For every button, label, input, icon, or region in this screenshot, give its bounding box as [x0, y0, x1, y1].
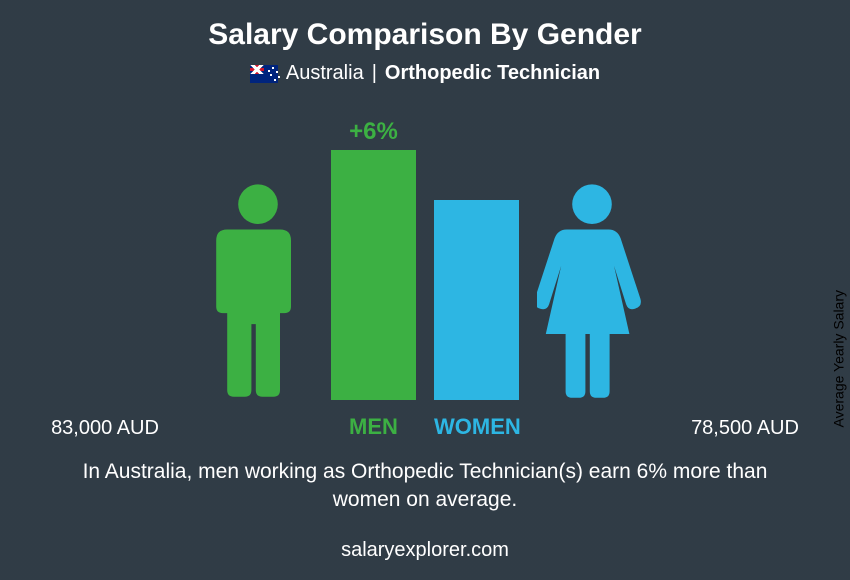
men-bar-wrap: +6% [331, 150, 416, 400]
woman-icon [537, 180, 647, 400]
man-icon [203, 180, 313, 400]
country-label: Australia [286, 62, 364, 85]
chart-row: . +6% . [0, 150, 850, 400]
women-label: WOMEN [434, 414, 519, 440]
men-bar [331, 150, 416, 400]
bottom-labels: 83,000 AUD MEN WOMEN 78,500 AUD [0, 414, 850, 440]
women-salary: 78,500 AUD [665, 417, 825, 440]
subtitle-separator: | [372, 62, 377, 85]
description-text: In Australia, men working as Orthopedic … [0, 440, 850, 515]
page-title: Salary Comparison By Gender [0, 0, 850, 52]
yaxis-label: Average Yearly Salary [830, 290, 846, 428]
site-link[interactable]: salaryexplorer.com [0, 539, 850, 562]
men-label: MEN [331, 414, 416, 440]
flag-icon [250, 65, 278, 83]
pct-diff-label: +6% [331, 118, 416, 146]
women-bar [434, 200, 519, 400]
job-label: Orthopedic Technician [385, 62, 600, 85]
chart-area: . +6% . 83,000 AUD MEN WOMEN 78,500 AUD [0, 100, 850, 440]
men-salary: 83,000 AUD [25, 417, 185, 440]
subtitle-row: Australia | Orthopedic Technician [0, 62, 850, 85]
